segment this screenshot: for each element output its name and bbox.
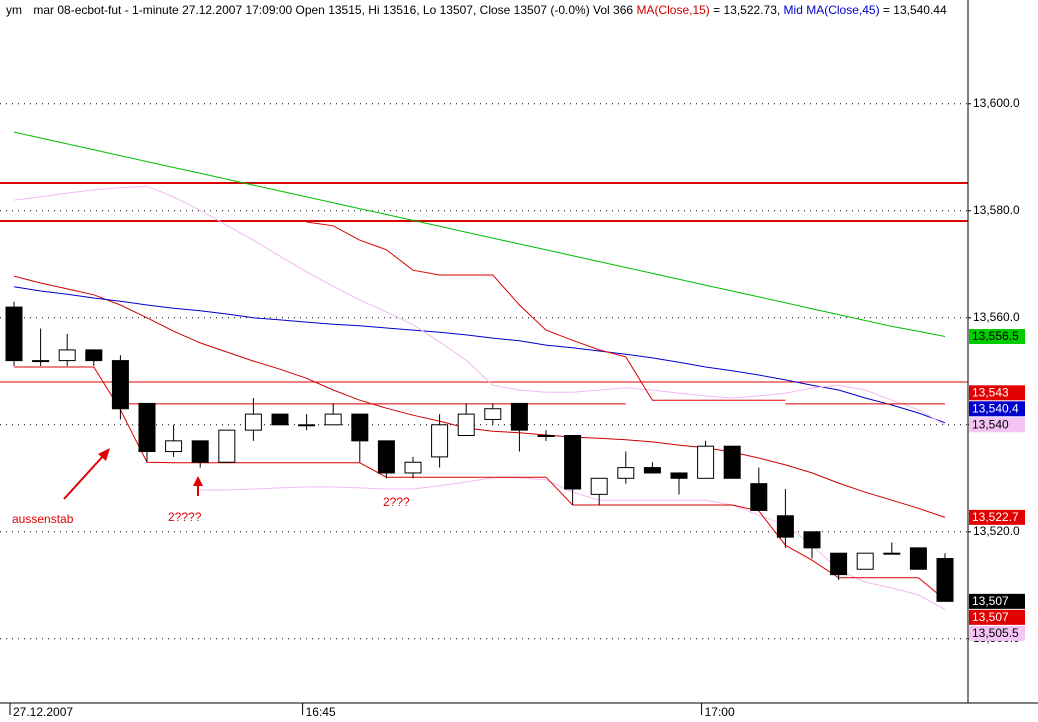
candle-body	[936, 558, 954, 602]
price-label: 13,556.5	[972, 329, 1019, 343]
candle-body	[138, 402, 156, 453]
annotation-arrowhead	[193, 476, 203, 486]
header-value: = 13,540.44	[883, 3, 947, 17]
candle-body	[697, 445, 715, 479]
price-label-box	[969, 625, 1025, 641]
candle-body	[484, 408, 502, 420]
candle-body	[244, 413, 262, 431]
candle-body	[723, 445, 741, 479]
candle-body	[830, 552, 848, 576]
overlay-line	[13, 286, 946, 424]
legend-entry: MA(Close,15)	[636, 3, 709, 17]
header-info: mar 08-ecbot-fut - 1-minute 27.12.2007 1…	[33, 3, 633, 17]
price-label: 13,543	[972, 385, 1009, 399]
candle-body	[750, 483, 768, 511]
x-tick-label: 17:00	[705, 705, 735, 719]
candles-layer	[5, 301, 954, 602]
candle-body	[165, 440, 183, 453]
price-label: 13,505.5	[972, 626, 1019, 640]
candle-body	[883, 552, 901, 555]
candle-body	[510, 402, 528, 431]
candle-body	[85, 349, 103, 362]
header: ym mar 08-ecbot-fut - 1-minute 27.12.200…	[6, 3, 947, 17]
candle-body	[377, 440, 395, 474]
candle-body	[191, 440, 209, 463]
x-tick-label: 16:45	[306, 705, 336, 719]
price-label: 13,540	[972, 417, 1009, 431]
price-label: 13,522.7	[972, 510, 1019, 524]
candle-body	[776, 515, 794, 538]
overlay-line	[306, 221, 786, 401]
price-label-box	[969, 417, 1025, 433]
price-label: 13,540.4	[972, 401, 1019, 415]
candle-body	[457, 413, 475, 436]
y-tick-label: 13,520.0	[973, 524, 1020, 538]
candle-body	[32, 360, 50, 363]
candle-body	[909, 547, 927, 570]
y-tick-label: 13,580.0	[973, 203, 1020, 217]
annotation: aussenstab	[12, 512, 74, 526]
candle-body	[298, 424, 316, 427]
header-symbol: ym	[6, 3, 22, 17]
candle-body	[271, 413, 289, 426]
price-label: 13,507	[972, 610, 1009, 624]
y-tick-label: 13,600.0	[973, 96, 1020, 110]
candle-body	[431, 424, 449, 458]
overlay-line	[13, 275, 946, 518]
lines-layer	[13, 131, 946, 610]
price-label-box	[969, 329, 1025, 345]
annotation-arrowhead	[98, 448, 110, 461]
header-value: = 13,522.73,	[713, 3, 780, 17]
levels-layer	[0, 181, 968, 383]
candle-body	[58, 349, 76, 362]
price-label-box	[969, 401, 1025, 417]
candle-body	[218, 429, 236, 463]
annotation: 2???	[383, 495, 410, 509]
overlay-line	[13, 185, 946, 426]
candle-body	[404, 461, 422, 474]
candle-body	[564, 434, 582, 490]
candle-body	[5, 306, 23, 362]
price-label-box	[969, 509, 1025, 525]
annotation-arrow	[63, 454, 105, 500]
candle-body	[643, 467, 661, 474]
price-labels-layer: 13,556.513,54313,540.413,54013,522.713,5…	[969, 329, 1025, 641]
price-label-box	[969, 385, 1025, 401]
candle-body	[537, 434, 555, 437]
price-label-box	[969, 593, 1025, 609]
price-label-box	[969, 609, 1025, 625]
overlay-line	[14, 366, 946, 601]
y-tick-label: 13,560.0	[973, 310, 1020, 324]
legend-entry: Mid MA(Close,45)	[784, 3, 880, 17]
candle-body	[324, 413, 342, 426]
candle-body	[670, 472, 688, 479]
annotation: 2????	[168, 510, 202, 524]
candle-body	[590, 477, 608, 495]
candle-body	[351, 413, 369, 442]
x-tick-label: 27.12.2007	[13, 705, 73, 719]
candle-body	[856, 552, 874, 570]
candle-body	[803, 531, 821, 549]
candle-body	[111, 360, 129, 410]
overlay-line	[13, 131, 946, 337]
candle-body	[617, 467, 635, 479]
price-label: 13,507	[972, 594, 1009, 608]
annotations: aussenstab 2???? 2???	[12, 448, 410, 526]
